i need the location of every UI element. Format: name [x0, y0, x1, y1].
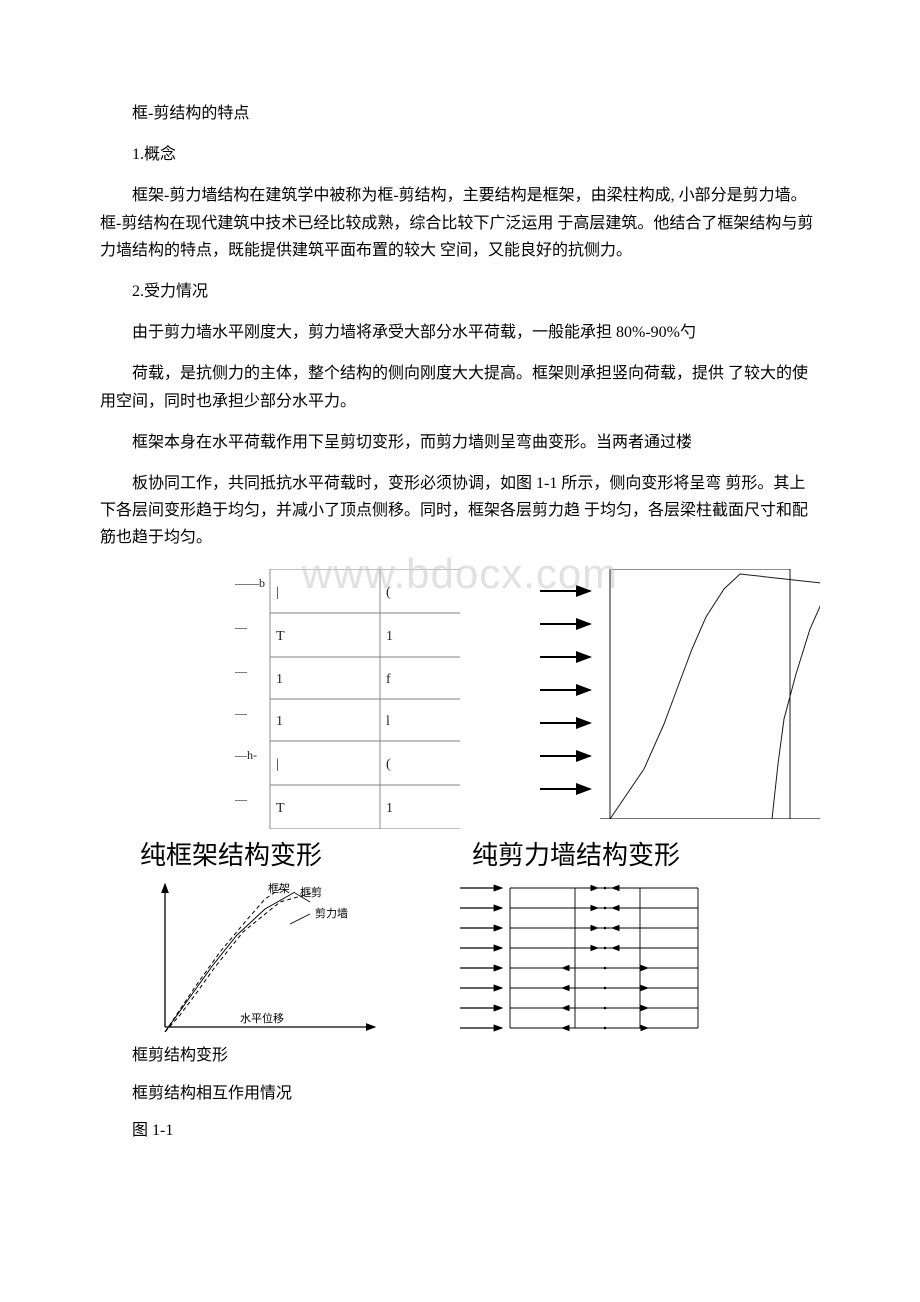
svg-text:水平位移: 水平位移: [240, 1011, 284, 1025]
para-force-4: 板协同工作，共同抵抗水平荷载时，变形必须协调，如图 1-1 所示，侧向变形将呈弯…: [100, 470, 820, 552]
svg-text:框剪: 框剪: [300, 885, 322, 899]
svg-text:框架: 框架: [268, 882, 290, 895]
svg-text:(: (: [386, 585, 391, 600]
caption-deform: 框剪结构变形: [100, 1042, 820, 1069]
para-force-3: 框架本身在水平荷载作用下呈剪切变形，而剪力墙则呈弯曲变形。当两者通过楼: [100, 429, 820, 456]
svg-text:—: —: [234, 664, 248, 678]
shearwall-deformation-diagram: [510, 569, 820, 819]
title: 框-剪结构的特点: [100, 100, 820, 127]
svg-text:(: (: [386, 757, 391, 772]
svg-text:T: T: [276, 629, 285, 644]
caption-interact: 框剪结构相互作用情况: [100, 1080, 820, 1107]
figure-number: 图 1-1: [100, 1117, 820, 1144]
interaction-diagram: [450, 882, 710, 1032]
svg-text:1: 1: [276, 714, 283, 729]
heading-force: 2.受力情况: [100, 278, 820, 305]
svg-text:1: 1: [386, 629, 393, 644]
svg-text:|: |: [276, 585, 279, 600]
svg-text:1: 1: [276, 672, 283, 687]
para-concept: 框架-剪力墙结构在建筑学中被称为框-剪结构，主要结构是框架，由梁柱构成, 小部分…: [100, 182, 820, 264]
svg-text:f: f: [386, 672, 391, 687]
deformation-curves-chart: 框架框剪剪力墙水平位移: [160, 882, 380, 1032]
svg-text:—: —: [234, 792, 248, 806]
figure-row-bottom: 框架框剪剪力墙水平位移: [160, 882, 820, 1032]
para-force-2: 荷载，是抗侧力的主体，整个结构的侧向刚度大大提高。框架则承担竖向荷载，提供 了较…: [100, 360, 820, 414]
para-force-1: 由于剪力墙水平刚度大，剪力墙将承受大部分水平荷载，一般能承担 80%-90%勺: [100, 319, 820, 346]
frame-deformation-diagram: ——b————h-——|(lT1(1f11l1|(lT1(: [160, 569, 460, 829]
svg-text:—: —: [234, 620, 248, 634]
svg-text:剪力墙: 剪力墙: [315, 906, 348, 920]
svg-text:——b: ——b: [234, 576, 265, 590]
heading-concept: 1.概念: [100, 141, 820, 168]
caption-frame: 纯框架结构变形: [140, 835, 322, 872]
svg-text:T: T: [276, 801, 285, 816]
caption-row-top: 纯框架结构变形 纯剪力墙结构变形: [100, 835, 820, 872]
svg-text:—: —: [234, 706, 248, 720]
svg-text:l: l: [386, 714, 390, 729]
svg-text:1: 1: [386, 801, 393, 816]
svg-text:—h-: —h-: [234, 748, 257, 762]
svg-text:|: |: [276, 757, 279, 772]
figure-row-top: ——b————h-——|(lT1(1f11l1|(lT1(: [160, 569, 820, 829]
caption-wall: 纯剪力墙结构变形: [472, 835, 680, 872]
